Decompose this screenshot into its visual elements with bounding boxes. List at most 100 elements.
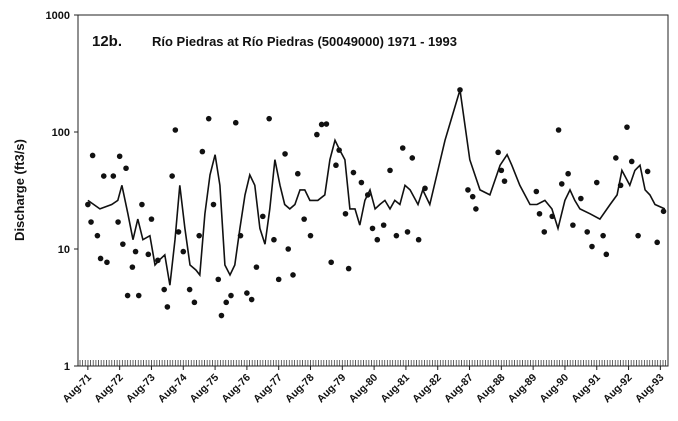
x-tick-label: Aug-92 xyxy=(601,372,635,406)
x-tick-label: Aug-74 xyxy=(156,372,190,406)
discharge-point xyxy=(589,243,595,250)
discharge-point xyxy=(578,195,584,202)
discharge-point xyxy=(617,182,624,189)
discharge-point xyxy=(164,304,171,310)
discharge-point xyxy=(558,181,565,187)
discharge-point xyxy=(210,201,217,208)
discharge-point xyxy=(336,147,342,153)
discharge-point xyxy=(253,264,260,270)
discharge-point xyxy=(244,290,250,296)
discharge-point xyxy=(565,170,571,177)
discharge-point xyxy=(549,213,556,220)
discharge-point xyxy=(124,292,131,299)
discharge-point xyxy=(644,168,651,175)
x-tick-label: Aug-91 xyxy=(569,372,603,406)
discharge-point xyxy=(218,312,225,319)
y-axis-label: Discharge (ft3/s) xyxy=(12,139,27,241)
discharge-point xyxy=(635,232,641,239)
y-tick-label: 1 xyxy=(64,361,70,373)
discharge-point xyxy=(199,148,206,155)
discharge-point xyxy=(660,208,667,215)
discharge-point xyxy=(624,124,630,130)
discharge-point xyxy=(110,173,117,179)
discharge-point xyxy=(248,296,255,303)
x-tick-label: Aug-71 xyxy=(60,372,94,406)
discharge-point xyxy=(100,173,107,179)
discharge-point xyxy=(498,167,505,174)
discharge-line xyxy=(87,89,666,286)
discharge-point xyxy=(307,232,314,239)
discharge-point xyxy=(603,251,610,258)
discharge-point xyxy=(404,229,411,235)
discharge-point xyxy=(536,210,543,217)
discharge-point xyxy=(374,236,381,243)
y-tick-label: 1000 xyxy=(46,10,70,22)
discharge-point xyxy=(318,121,325,128)
discharge-point xyxy=(364,192,371,198)
discharge-point xyxy=(399,145,406,151)
discharge-point xyxy=(191,299,198,306)
panel-label: 12b. xyxy=(92,33,122,50)
discharge-point xyxy=(172,127,179,133)
discharge-point xyxy=(259,213,266,220)
discharge-point xyxy=(180,248,187,255)
discharge-point xyxy=(345,265,352,272)
x-tick-label: Aug-73 xyxy=(124,372,158,406)
discharge-point xyxy=(422,185,428,192)
discharge-point xyxy=(600,232,606,239)
discharge-point xyxy=(654,239,660,246)
discharge-point xyxy=(469,193,476,200)
discharge-point xyxy=(139,201,145,208)
discharge-point xyxy=(358,179,365,186)
discharge-point xyxy=(387,167,393,174)
discharge-point xyxy=(570,222,576,228)
discharge-point xyxy=(223,299,230,306)
discharge-point xyxy=(584,229,591,235)
discharge-point xyxy=(237,232,244,239)
discharge-point xyxy=(541,229,548,235)
discharge-point xyxy=(205,115,212,122)
discharge-point xyxy=(148,216,155,222)
x-tick-label: Aug-89 xyxy=(506,372,540,406)
discharge-point xyxy=(186,286,193,293)
discharge-point xyxy=(314,131,320,138)
discharge-point xyxy=(333,162,339,169)
x-tick-label: Aug-77 xyxy=(251,372,285,406)
x-tick-label: Aug-82 xyxy=(410,372,444,406)
discharge-point xyxy=(613,155,619,161)
x-tick-label: Aug-78 xyxy=(283,372,317,406)
discharge-point xyxy=(132,248,139,255)
discharge-point xyxy=(175,229,182,235)
x-tick-label: Aug-79 xyxy=(315,372,349,406)
discharge-point xyxy=(285,246,292,252)
discharge-point xyxy=(161,286,167,293)
x-tick-label: Aug-72 xyxy=(92,372,126,406)
y-tick-label: 100 xyxy=(52,127,70,139)
x-tick-label: Aug-87 xyxy=(442,372,476,406)
discharge-point xyxy=(196,232,202,239)
discharge-point xyxy=(94,232,101,239)
discharge-point xyxy=(89,152,96,159)
discharge-point xyxy=(135,292,142,299)
discharge-point xyxy=(465,187,471,193)
x-tick-label: Aug-76 xyxy=(219,372,253,406)
discharge-point xyxy=(115,219,121,225)
discharge-point xyxy=(323,121,330,127)
discharge-point xyxy=(85,201,91,208)
discharge-point xyxy=(294,170,301,177)
y-tick-label: 10 xyxy=(58,244,70,256)
discharge-point xyxy=(97,255,104,262)
discharge-point xyxy=(328,259,334,266)
x-tick-label: Aug-88 xyxy=(474,372,508,406)
discharge-point xyxy=(232,119,239,126)
discharge-point xyxy=(275,276,282,283)
discharge-point xyxy=(116,153,123,160)
discharge-point xyxy=(415,236,422,243)
discharge-point xyxy=(380,222,387,228)
discharge-point xyxy=(123,165,129,172)
discharge-point xyxy=(393,232,400,239)
discharge-point xyxy=(215,276,222,283)
discharge-point xyxy=(155,257,161,264)
discharge-point xyxy=(169,173,175,179)
